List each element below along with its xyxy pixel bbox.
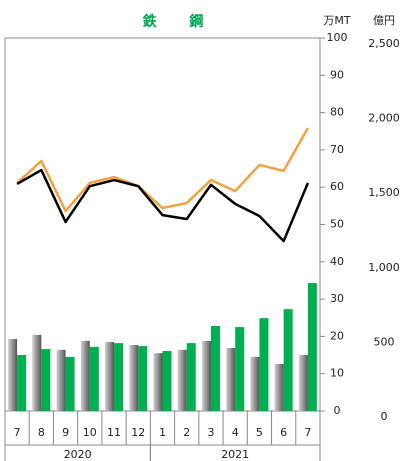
x-tick-label: 2 xyxy=(183,426,190,439)
bar xyxy=(129,344,139,411)
bar xyxy=(32,334,42,411)
bar xyxy=(283,309,293,411)
bar xyxy=(89,346,99,411)
bar xyxy=(114,343,124,411)
year-label: 2021 xyxy=(221,448,249,461)
chart-title: 鉄 鋼 xyxy=(143,13,218,30)
bar xyxy=(298,355,308,411)
bar xyxy=(80,340,90,411)
bar xyxy=(259,318,269,411)
bar xyxy=(235,327,245,411)
y-tick-label: 30 xyxy=(330,292,344,305)
y-tick-label: 0 xyxy=(334,404,341,417)
line xyxy=(16,168,310,243)
bar xyxy=(153,353,163,411)
bar xyxy=(41,349,51,411)
y-tick-label: 90 xyxy=(330,68,344,81)
bar xyxy=(138,346,148,411)
x-tick-label: 1 xyxy=(159,426,166,439)
bar xyxy=(186,343,196,411)
x-tick-label: 7 xyxy=(304,426,311,439)
y-tick-label: 20 xyxy=(330,329,344,342)
y2-tick-label: 1,500 xyxy=(368,186,400,199)
x-tick-label: 11 xyxy=(107,426,121,439)
x-tick-label: 10 xyxy=(83,426,97,439)
bar xyxy=(17,355,27,411)
bar xyxy=(177,349,187,411)
x-tick-label: 9 xyxy=(62,426,69,439)
bar xyxy=(250,356,260,411)
y2-tick-label: 0 xyxy=(381,410,388,423)
y2-tick-label: 2,000 xyxy=(368,112,400,125)
bar xyxy=(201,340,211,411)
x-tick-label: 6 xyxy=(280,426,287,439)
bar xyxy=(105,341,115,411)
bar xyxy=(56,349,66,411)
bar xyxy=(210,325,220,411)
x-tick-label: 3 xyxy=(207,426,214,439)
x-tick-label: 5 xyxy=(256,426,263,439)
y2-axis-unit: 億円 xyxy=(373,14,395,27)
y-tick-label: 70 xyxy=(330,143,344,156)
x-tick-label: 12 xyxy=(131,426,145,439)
bar xyxy=(307,283,317,411)
year-label: 2020 xyxy=(64,448,92,461)
y2-tick-label: 1,000 xyxy=(368,261,400,274)
y2-tick-label: 500 xyxy=(374,335,395,348)
bar xyxy=(162,350,172,411)
bar xyxy=(65,356,75,411)
bar xyxy=(226,347,236,411)
bar xyxy=(274,364,284,411)
y-tick-label: 80 xyxy=(330,106,344,119)
y2-tick-label: 2,500 xyxy=(368,37,400,50)
y-tick-label: 10 xyxy=(330,367,344,380)
bar xyxy=(8,339,18,411)
y-axis-unit: 万MT xyxy=(323,14,350,27)
y-tick-label: 60 xyxy=(330,180,344,193)
y-tick-label: 40 xyxy=(330,255,344,268)
y-tick-label: 100 xyxy=(327,31,348,44)
x-tick-label: 7 xyxy=(14,426,21,439)
line xyxy=(16,127,309,213)
y-tick-label: 50 xyxy=(330,218,344,231)
x-tick-label: 8 xyxy=(38,426,45,439)
x-tick-label: 4 xyxy=(232,426,239,439)
